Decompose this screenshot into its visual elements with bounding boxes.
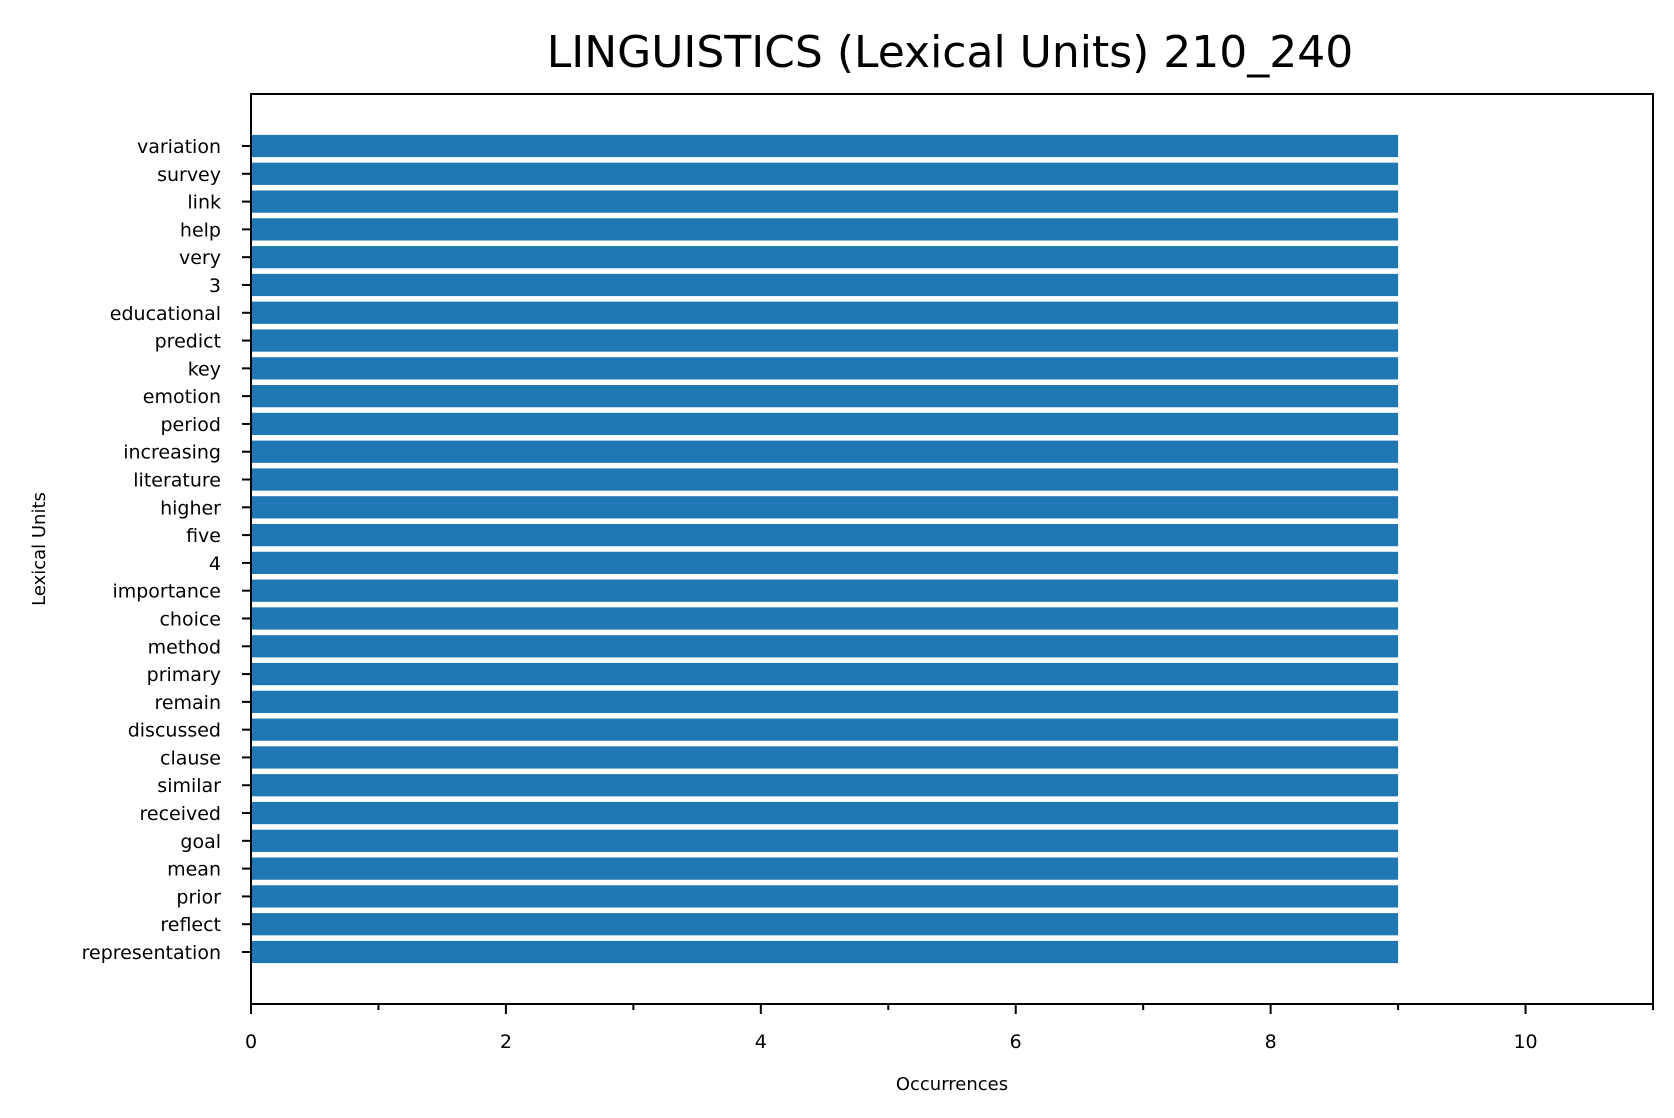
y-tick-label: goal — [180, 831, 221, 853]
y-tick-label: reflect — [160, 914, 221, 936]
bar-literature — [251, 468, 1399, 491]
plot-frame — [250, 93, 1654, 1005]
y-tick-label: prior — [176, 886, 221, 908]
bar-increasing — [251, 440, 1399, 463]
y-tick-label: higher — [160, 497, 221, 519]
bar-help — [251, 218, 1399, 241]
y-tick-label: discussed — [128, 720, 221, 742]
y-tick-label: period — [160, 414, 221, 436]
y-tick-label: primary — [147, 664, 221, 686]
bars-group — [251, 134, 1399, 964]
bar-similar — [251, 774, 1399, 797]
y-tick-label: literature — [133, 470, 221, 492]
y-tick-label: educational — [110, 303, 221, 325]
y-tick-label: method — [148, 636, 221, 658]
y-tick-label: clause — [160, 747, 221, 769]
bar-higher — [251, 496, 1399, 519]
bar-goal — [251, 829, 1399, 852]
bar-3 — [251, 273, 1399, 297]
y-tick-label: five — [186, 525, 221, 547]
bar-4 — [251, 551, 1399, 575]
bar-emotion — [251, 385, 1399, 408]
y-tick-label: predict — [155, 331, 221, 353]
y-tick-label: similar — [157, 775, 221, 797]
bar-primary — [251, 662, 1399, 686]
y-tick-label: very — [179, 247, 221, 269]
y-axis-label: Lexical Units — [29, 492, 50, 606]
x-tick-label: 10 — [1513, 1031, 1537, 1053]
y-tick-label: emotion — [143, 386, 221, 408]
x-tick-label: 6 — [1010, 1031, 1022, 1053]
bar-five — [251, 523, 1399, 547]
y-tick-label: 3 — [209, 275, 221, 297]
bar-very — [251, 246, 1399, 269]
bar-representation — [251, 940, 1399, 964]
y-tick-label: variation — [137, 136, 221, 158]
y-tick-label: received — [140, 803, 222, 825]
bar-variation — [251, 134, 1399, 158]
bar-period — [251, 412, 1399, 436]
y-tick-label: choice — [159, 608, 221, 630]
bar-mean — [251, 857, 1399, 880]
y-tick-label: increasing — [123, 442, 221, 464]
y-tick-label: survey — [157, 164, 221, 186]
chart-title: LINGUISTICS (Lexical Units) 210_240 — [547, 27, 1354, 78]
bar-remain — [251, 690, 1399, 713]
x-axis-ticks: 0 2 4 6 8 10 — [245, 1004, 1654, 1053]
y-tick-label: representation — [82, 942, 221, 964]
bar-received — [251, 801, 1399, 825]
y-tick-label: 4 — [209, 553, 221, 575]
bar-prior — [251, 885, 1399, 908]
y-tick-label: link — [187, 192, 221, 214]
bar-clause — [251, 746, 1399, 769]
y-tick-label: mean — [167, 859, 221, 881]
x-axis-label: Occurrences — [896, 1074, 1008, 1095]
x-tick-label: 2 — [500, 1031, 512, 1053]
bar-method — [251, 635, 1399, 658]
bar-link — [251, 190, 1399, 213]
bar-predict — [251, 329, 1399, 352]
bar-choice — [251, 607, 1399, 630]
bar-key — [251, 357, 1399, 380]
bar-discussed — [251, 718, 1399, 741]
bar-importance — [251, 579, 1399, 602]
bar-survey — [251, 162, 1399, 185]
y-tick-label: importance — [112, 581, 221, 603]
x-tick-label: 8 — [1265, 1031, 1277, 1053]
bar-reflect — [251, 913, 1399, 936]
y-tick-label: remain — [154, 692, 221, 714]
x-tick-label: 0 — [245, 1031, 257, 1053]
x-tick-label: 4 — [755, 1031, 767, 1053]
y-axis-ticks: variation survey link help very 3 educational p… — [82, 136, 251, 964]
bar-educational — [251, 301, 1399, 324]
y-tick-label: help — [180, 219, 221, 241]
y-tick-label: key — [188, 358, 221, 380]
